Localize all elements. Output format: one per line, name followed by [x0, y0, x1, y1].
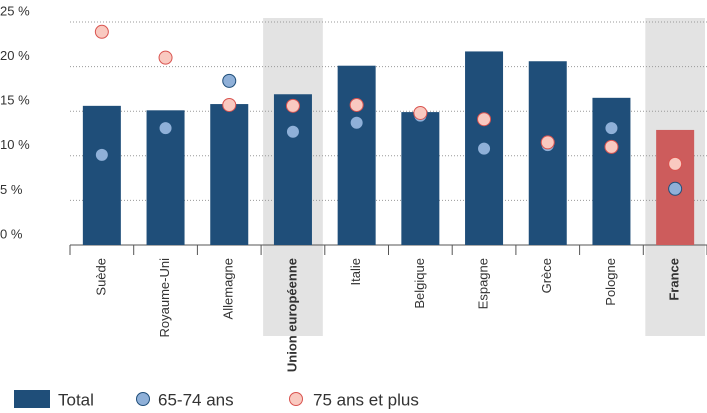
dot — [477, 112, 492, 127]
legend-swatch — [14, 390, 50, 408]
dot — [668, 156, 683, 171]
dot — [285, 124, 300, 139]
dot — [158, 50, 173, 65]
dot — [668, 181, 683, 196]
bar — [401, 112, 440, 245]
x-tick-label: Royaume-Uni — [157, 258, 172, 338]
bar — [592, 97, 631, 245]
legend-label: 65-74 ans — [158, 390, 234, 409]
x-tick-label: Suède — [93, 258, 108, 296]
bar — [82, 105, 121, 246]
bar — [528, 61, 567, 245]
y-tick-label: 15 % — [0, 93, 30, 108]
dot — [94, 24, 109, 39]
dot — [477, 141, 492, 156]
x-tick-label: Belgique — [412, 258, 427, 309]
bar — [273, 94, 312, 245]
bar — [337, 65, 376, 245]
dot — [94, 147, 109, 162]
x-tick-label: Italie — [348, 258, 363, 285]
dot — [604, 121, 619, 136]
y-tick-label: 10 % — [0, 137, 30, 152]
legend-label: 75 ans et plus — [313, 390, 419, 409]
legend-label: Total — [58, 390, 94, 409]
y-tick-label: 20 % — [0, 48, 30, 63]
dot — [222, 97, 237, 112]
bar — [210, 104, 249, 246]
legend-swatch — [136, 392, 150, 406]
x-tick-label: Espagne — [475, 258, 490, 309]
dot — [349, 97, 364, 112]
dot — [285, 98, 300, 113]
x-tick-label: Grèce — [539, 258, 554, 293]
y-tick-label: 0 % — [0, 226, 23, 241]
x-tick-label: France — [667, 258, 682, 301]
dot — [604, 139, 619, 154]
legend-swatch — [289, 392, 303, 406]
dot — [222, 73, 237, 88]
dot — [158, 121, 173, 136]
x-tick-label: Allemagne — [221, 258, 236, 319]
x-tick-label: Pologne — [603, 258, 618, 306]
dot — [540, 135, 555, 150]
dot — [413, 105, 428, 120]
dot — [349, 115, 364, 130]
x-tick-label: Union européenne — [284, 258, 299, 372]
y-tick-label: 25 % — [0, 3, 30, 18]
y-tick-label: 5 % — [0, 182, 23, 197]
